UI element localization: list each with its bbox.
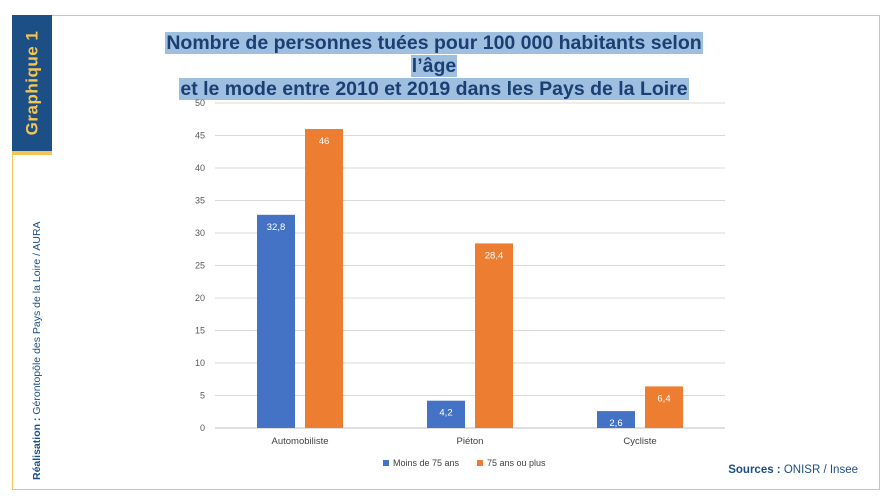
bar-under-75 [427, 400, 465, 428]
sources-label: Sources : [728, 464, 781, 476]
y-tick-label: 45 [195, 131, 205, 141]
y-tick-label: 5 [200, 391, 205, 401]
legend-label: Moins de 75 ans [393, 458, 460, 468]
x-category-label: Cycliste [623, 436, 656, 447]
y-tick-label: 35 [195, 196, 205, 206]
y-tick-label: 15 [195, 326, 205, 336]
y-tick-label: 10 [195, 358, 205, 368]
bar-75-plus [475, 243, 513, 428]
chart-title-line-2: et le mode entre 2010 et 2019 dans les P… [179, 78, 689, 100]
y-tick-label: 25 [195, 261, 205, 271]
chart-frame [12, 15, 880, 490]
y-tick-label: 20 [195, 293, 205, 303]
graphic-number-tab: Graphique 1 [12, 15, 52, 155]
data-label: 28,4 [485, 250, 504, 261]
y-tick-label: 0 [200, 423, 205, 433]
sources-value: ONISR / Insee [780, 464, 858, 476]
bar-75-plus [305, 129, 343, 428]
bar-under-75 [597, 411, 635, 428]
data-label: 46 [319, 136, 330, 147]
chart-title: Nombre de personnes tuées pour 100 000 h… [148, 32, 720, 101]
data-label: 4,2 [439, 408, 452, 419]
x-category-label: Automobiliste [271, 436, 328, 447]
y-tick-label: 30 [195, 228, 205, 238]
legend-label: 75 ans ou plus [487, 458, 546, 468]
sources-text: Sources : ONISR / Insee [728, 464, 858, 476]
y-tick-label: 50 [195, 98, 205, 108]
x-category-label: Piéton [457, 436, 484, 447]
bar-75-plus [645, 386, 683, 428]
data-label: 6,4 [657, 393, 670, 404]
data-label: 32,8 [267, 222, 286, 233]
data-label: 2,6 [609, 418, 622, 429]
bar-under-75 [257, 214, 295, 428]
legend-swatch [383, 460, 389, 466]
y-tick-label: 40 [195, 163, 205, 173]
legend-swatch [477, 460, 483, 466]
